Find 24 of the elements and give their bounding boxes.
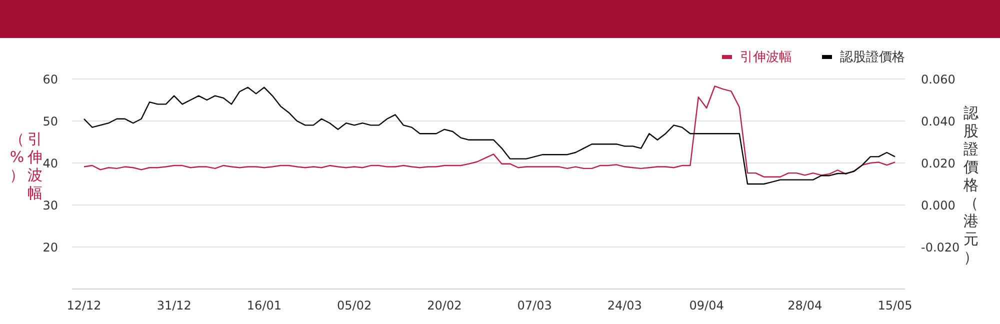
legend-label: 引伸波幅 bbox=[740, 49, 792, 66]
y2-tick-label: -0.020 bbox=[921, 240, 960, 254]
y-tick-label: 40 bbox=[42, 156, 58, 170]
x-tick-label: 16/01 bbox=[246, 298, 282, 313]
x-tick-label: 31/12 bbox=[156, 298, 192, 313]
x-tick-label: 20/02 bbox=[427, 298, 462, 313]
x-tick-label: 12/12 bbox=[66, 298, 102, 313]
y2-tick-label: 0.000 bbox=[921, 198, 956, 212]
text: 認股證價格（港元） bbox=[964, 104, 978, 266]
x-tick-label: 07/03 bbox=[517, 298, 552, 313]
x-tick-label: 28/04 bbox=[788, 298, 822, 313]
y-tick-label: 60 bbox=[42, 72, 58, 86]
x-tick-label: 15/05 bbox=[878, 298, 912, 313]
x-tick-label: 24/03 bbox=[607, 298, 642, 313]
text: 引伸波幅（%） bbox=[10, 130, 42, 202]
x-tick-label: 09/04 bbox=[689, 298, 724, 313]
y2-tick-label: 0.060 bbox=[921, 72, 956, 86]
y2-tick-label: 0.040 bbox=[921, 114, 956, 128]
legend-label: 認股證價格 bbox=[840, 49, 905, 66]
x-tick-label: 05/02 bbox=[337, 298, 372, 313]
y-tick-label: 20 bbox=[42, 240, 58, 254]
y-tick-label: 30 bbox=[42, 198, 58, 212]
y2-tick-label: 0.020 bbox=[921, 156, 956, 170]
y-tick-label: 50 bbox=[42, 114, 58, 128]
